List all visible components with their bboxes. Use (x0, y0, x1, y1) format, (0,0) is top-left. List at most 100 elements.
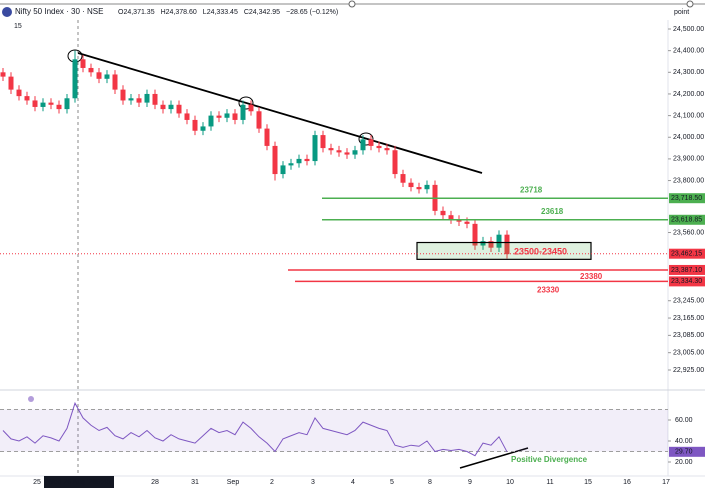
candle-body (72, 59, 78, 99)
candle-body (224, 113, 230, 118)
x-tick-label: 31 (191, 479, 199, 486)
divergence-line[interactable] (459, 447, 529, 469)
scale-mode[interactable]: point (674, 9, 689, 16)
current-price-label: 23,462.15 (671, 251, 702, 258)
candle-body (80, 59, 86, 68)
candle-body (248, 104, 254, 112)
candle-body (120, 89, 126, 101)
y-tick-label: 24,000.00 (673, 134, 704, 141)
price-tag (669, 264, 705, 275)
zone-label: 23500-23450 (514, 246, 567, 256)
candle-body (0, 72, 6, 77)
candle-body (504, 234, 510, 255)
level-label: 23618 (541, 207, 564, 216)
x-tick-label: 15 (584, 479, 592, 486)
candle-body (352, 150, 358, 155)
candle-body (312, 135, 318, 162)
candle-body (32, 100, 38, 107)
candle-body (200, 126, 206, 131)
candle-body (408, 182, 414, 188)
candle-body (16, 89, 22, 97)
indicator-icon[interactable] (28, 396, 34, 402)
rsi-tick-label: 40.00 (675, 438, 693, 445)
trend-line[interactable] (77, 52, 483, 174)
y-tick-label: 24,200.00 (673, 91, 704, 98)
candle-body (360, 139, 366, 151)
y-tick-label: 23,165.00 (673, 315, 704, 322)
y-tick-label: 23,245.00 (673, 298, 704, 305)
candle-body (8, 76, 14, 90)
candle-body (136, 98, 142, 103)
candle-body (128, 98, 134, 101)
candle-body (176, 104, 182, 114)
x-tick-label: 16 (623, 479, 631, 486)
candle-body (472, 223, 478, 246)
candle-body (280, 165, 286, 175)
x-tick-label: 8 (428, 479, 432, 486)
candle-body (336, 150, 342, 153)
price-tag-label: 23,334.30 (671, 278, 702, 285)
candle-body (416, 187, 422, 190)
ohlc-value: C24,342.95 (244, 9, 280, 16)
x-tick-label: 5 (390, 479, 394, 486)
x-tick-label: 3 (311, 479, 315, 486)
y-tick-label: 23,800.00 (673, 177, 704, 184)
price-tag-label: 23,618.85 (671, 217, 702, 224)
price-tag-label: 23,387.10 (671, 267, 702, 274)
ohlc-value: O24,371.35 (118, 9, 155, 16)
rsi-tick-label: 60.00 (675, 417, 693, 424)
x-tick-label: Sep (227, 479, 240, 486)
candle-body (64, 98, 70, 110)
candle-body (144, 93, 150, 103)
y-tick-label: 23,005.00 (673, 350, 704, 357)
candle-body (104, 74, 110, 79)
candle-body (56, 104, 62, 110)
rsi-tag (669, 446, 705, 457)
marker-circle (238, 96, 254, 110)
candle-body (256, 111, 262, 129)
y-tick-label: 23,085.00 (673, 332, 704, 339)
candle-body (40, 102, 46, 107)
candle-body (456, 219, 462, 222)
candle-body (328, 148, 334, 151)
candle-body (240, 104, 246, 120)
price-tag-label: 23,718.50 (671, 195, 702, 202)
x-tick-label: 10 (506, 479, 514, 486)
candle-body (376, 145, 382, 149)
scroll-handle[interactable] (686, 0, 694, 8)
candle-body (96, 72, 102, 79)
symbol[interactable]: Nifty 50 Index · 30 · NSE (15, 7, 103, 16)
candle-body (184, 113, 190, 120)
candle-body (304, 158, 310, 162)
candle-body (160, 104, 166, 110)
crosshair-date: Wed 26 Aug '26 (47, 479, 96, 486)
candle-body (392, 150, 398, 175)
zone-box[interactable] (416, 241, 592, 260)
y-tick-label: 23,560.00 (673, 229, 704, 236)
candle-body (488, 241, 494, 248)
level-label: 23718 (520, 185, 543, 194)
x-tick-label: 25 (33, 479, 41, 486)
indicator-count[interactable]: 15 (14, 23, 22, 30)
candle-body (424, 184, 430, 190)
x-tick-label: 2 (270, 479, 274, 486)
candle-body (400, 174, 406, 183)
price-tag (669, 276, 705, 287)
candle-body (448, 215, 454, 220)
candle-body (344, 152, 350, 155)
y-tick-label: 24,100.00 (673, 112, 704, 119)
candle-body (496, 234, 502, 248)
y-tick-label: 23,900.00 (673, 156, 704, 163)
y-tick-label: 24,400.00 (673, 47, 704, 54)
y-tick-label: 24,500.00 (673, 26, 704, 33)
ohlc-value: L24,333.45 (203, 9, 238, 16)
y-tick-label: 24,300.00 (673, 69, 704, 76)
crosshair-time: 09:45 (93, 479, 111, 486)
scroll-handle[interactable] (348, 0, 356, 8)
rsi-band (0, 409, 668, 452)
x-tick-label: 9 (468, 479, 472, 486)
ohlc-value: −28.65 (−0.12%) (286, 9, 338, 16)
candle-body (168, 104, 174, 110)
candle-body (88, 67, 94, 73)
candle-body (320, 135, 326, 149)
